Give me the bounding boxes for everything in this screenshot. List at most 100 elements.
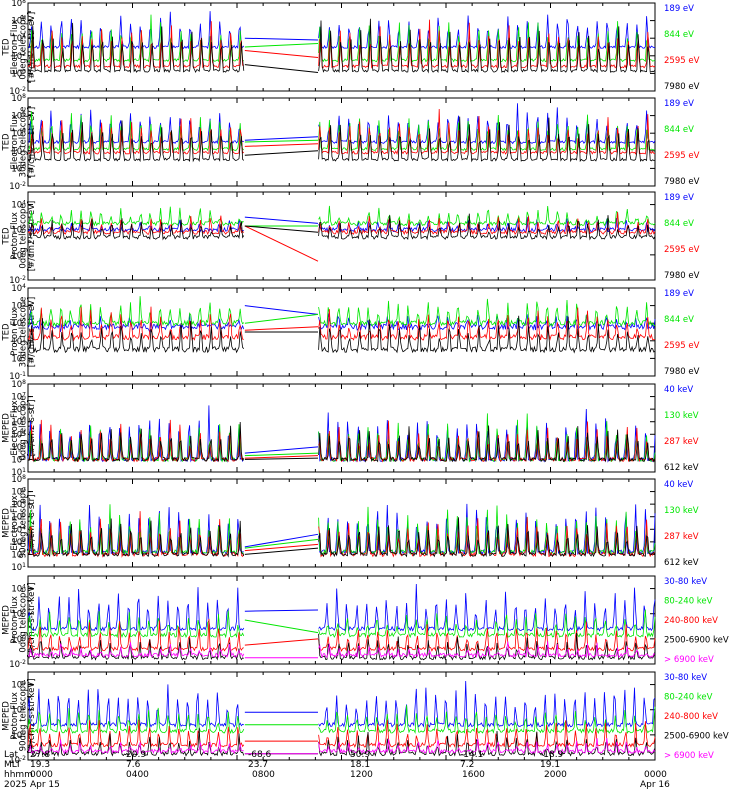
y-tick-label: 104 bbox=[11, 128, 26, 139]
series-line bbox=[27, 642, 245, 659]
legend-entry: 189 eV bbox=[664, 289, 694, 299]
hhmm-value: 0000 bbox=[644, 770, 667, 780]
y-axis-label: TED bbox=[2, 323, 12, 342]
series-line bbox=[318, 737, 656, 755]
y-tick-label: 104 bbox=[11, 524, 26, 535]
gap-connector bbox=[244, 446, 319, 454]
legend-entry: 844 eV bbox=[664, 125, 694, 135]
y-tick-label: 10-2 bbox=[9, 755, 26, 766]
y-tick-label: 100 bbox=[11, 163, 26, 174]
y-tick-label: 101 bbox=[11, 336, 26, 347]
legend-entry: 612 keV bbox=[664, 463, 699, 473]
y-axis-label: MEPED bbox=[2, 508, 12, 538]
series-line bbox=[27, 518, 245, 558]
gap-connector bbox=[244, 64, 319, 74]
legend-entry: 189 eV bbox=[664, 99, 694, 109]
y-tick-label: 107 bbox=[11, 392, 26, 403]
xinfo-label-year: 2025 bbox=[4, 780, 27, 790]
gap-connector bbox=[244, 225, 319, 233]
y-tick-label: 100 bbox=[11, 68, 26, 79]
series-line bbox=[27, 318, 245, 354]
legend-entry: 40 keV bbox=[664, 385, 693, 395]
series-line bbox=[27, 218, 245, 241]
series-line bbox=[27, 719, 245, 749]
y-axis-label: MEPED bbox=[2, 413, 12, 443]
y-tick-label: 102 bbox=[11, 318, 26, 329]
legend-entry: 844 eV bbox=[664, 219, 694, 229]
series-line bbox=[27, 421, 244, 463]
series-line bbox=[27, 120, 245, 163]
y-tick-label: 100 bbox=[11, 250, 26, 261]
gap-connector bbox=[244, 50, 319, 59]
series-line bbox=[27, 219, 244, 233]
gap-connector bbox=[244, 638, 319, 646]
gap-connector bbox=[244, 457, 318, 460]
y-axis-label: Proton Flux bbox=[10, 692, 20, 740]
series-line bbox=[318, 719, 656, 748]
y-tick-label: 104 bbox=[11, 680, 26, 691]
y-tick-label: 10-2 bbox=[9, 86, 26, 97]
legend-entry: 2595 eV bbox=[664, 245, 700, 255]
legend-entry: 40 keV bbox=[664, 480, 693, 490]
date-end: Apr 16 bbox=[640, 780, 670, 790]
y-tick-label: 106 bbox=[11, 499, 26, 510]
legend-entry: 844 eV bbox=[664, 30, 694, 40]
hhmm-value: 1200 bbox=[350, 770, 373, 780]
y-tick-label: 100 bbox=[11, 730, 26, 741]
y-axis-label: [#/cm2-s-str] bbox=[27, 495, 37, 552]
lat-value: -14.1 bbox=[460, 750, 484, 760]
gap-connector bbox=[244, 42, 319, 48]
y-axis-label: Electron Flux bbox=[10, 19, 20, 74]
y-tick-label: 102 bbox=[11, 549, 26, 560]
y-tick-label: 102 bbox=[11, 51, 26, 62]
xinfo-label-hhmm: hhmm bbox=[4, 770, 33, 780]
series-line bbox=[27, 306, 244, 342]
legend-entry: 612 keV bbox=[664, 558, 699, 568]
y-tick-label: 108 bbox=[11, 93, 26, 104]
series-line bbox=[27, 684, 244, 728]
series-line bbox=[27, 22, 245, 74]
y-axis-label: TED bbox=[2, 227, 12, 246]
lat-value: 50.9 bbox=[350, 750, 371, 760]
legend-entry: 2500-6900 keV bbox=[664, 636, 729, 646]
legend-entry: 2595 eV bbox=[664, 56, 700, 66]
series-line bbox=[318, 116, 656, 163]
series-line bbox=[318, 413, 656, 463]
gap-connector bbox=[244, 313, 319, 324]
y-tick-label: 100 bbox=[11, 634, 26, 645]
legend-entry: 240-800 keV bbox=[664, 616, 718, 626]
legend-entry: 7980 eV bbox=[664, 177, 700, 187]
gap-connector bbox=[244, 455, 319, 459]
legend-entry: 240-800 keV bbox=[664, 712, 718, 722]
y-tick-label: 106 bbox=[11, 111, 26, 122]
y-tick-label: 10-2 bbox=[9, 181, 26, 192]
y-tick-label: 106 bbox=[11, 404, 26, 415]
y-axis-label: TED bbox=[2, 133, 12, 152]
gap-connector bbox=[244, 619, 319, 634]
gap-connector bbox=[244, 533, 319, 548]
xinfo-label-lat: Lat bbox=[4, 750, 19, 760]
legend-entry: 189 eV bbox=[664, 193, 694, 203]
y-tick-label: 101 bbox=[11, 562, 26, 573]
y-axis-label: Electron Flux bbox=[10, 495, 20, 550]
y-tick-label: 100 bbox=[11, 353, 26, 364]
legend-entry: 844 eV bbox=[664, 315, 694, 325]
hhmm-value: 0400 bbox=[126, 770, 149, 780]
mlt-value: 18.1 bbox=[350, 760, 371, 770]
series-line bbox=[318, 425, 656, 463]
y-tick-label: 104 bbox=[11, 33, 26, 44]
y-tick-label: 103 bbox=[11, 537, 26, 548]
series-line bbox=[27, 587, 245, 632]
lat-value: 20.9 bbox=[126, 750, 147, 760]
y-axis-label: 90deg telescope bbox=[19, 488, 29, 559]
series-line bbox=[27, 638, 244, 661]
y-axis-label: MEPED bbox=[2, 701, 12, 731]
y-axis-label: 0deg telescope bbox=[19, 203, 29, 268]
y-axis-label: [#/cm2-s-str-keV] bbox=[27, 679, 37, 754]
gap-connector bbox=[244, 609, 318, 612]
